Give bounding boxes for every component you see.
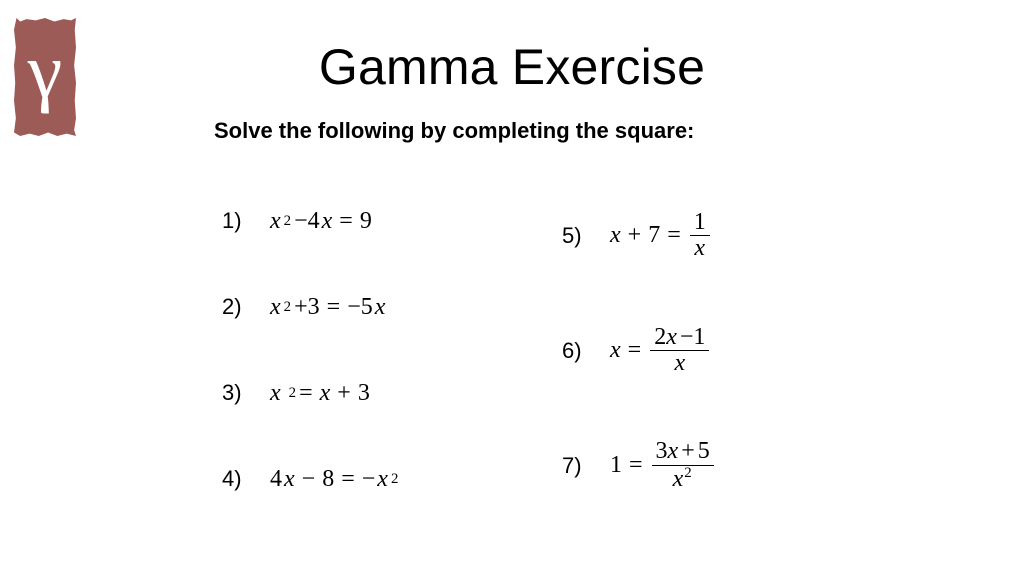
problem-row: 5) x+7= 1 x <box>562 178 862 293</box>
problem-number: 4) <box>222 466 248 492</box>
instruction-text: Solve the following by completing the sq… <box>214 118 694 144</box>
problem-number: 7) <box>562 453 588 479</box>
equation: 4x−8=−x2 <box>270 466 399 493</box>
problem-row: 2) x2+3=−5x <box>222 264 522 350</box>
problem-number: 1) <box>222 208 248 234</box>
problem-number: 3) <box>222 380 248 406</box>
problem-number: 2) <box>222 294 248 320</box>
equation: x2=x+3 <box>270 380 370 407</box>
equation: x= 2x−1 x <box>610 325 711 376</box>
equation: x+7= 1 x <box>610 210 712 261</box>
equation: 1= 3x+5 x2 <box>610 439 716 491</box>
problem-row: 3) x2=x+3 <box>222 350 522 436</box>
problem-number: 6) <box>562 338 588 364</box>
problem-row: 6) x= 2x−1 x <box>562 293 862 408</box>
problem-row: 7) 1= 3x+5 x2 <box>562 408 862 523</box>
problem-row: 1) x2−4x=9 <box>222 178 522 264</box>
equation: x2−4x=9 <box>270 208 372 235</box>
column-right: 5) x+7= 1 x 6) x= 2x−1 x 7) 1= <box>562 178 862 523</box>
problem-number: 5) <box>562 223 588 249</box>
page-title: Gamma Exercise <box>0 38 1024 96</box>
problem-row: 4) 4x−8=−x2 <box>222 436 522 522</box>
column-left: 1) x2−4x=9 2) x2+3=−5x 3) x2=x+3 4) 4x−8… <box>222 178 522 523</box>
problem-columns: 1) x2−4x=9 2) x2+3=−5x 3) x2=x+3 4) 4x−8… <box>222 178 862 523</box>
equation: x2+3=−5x <box>270 294 385 321</box>
